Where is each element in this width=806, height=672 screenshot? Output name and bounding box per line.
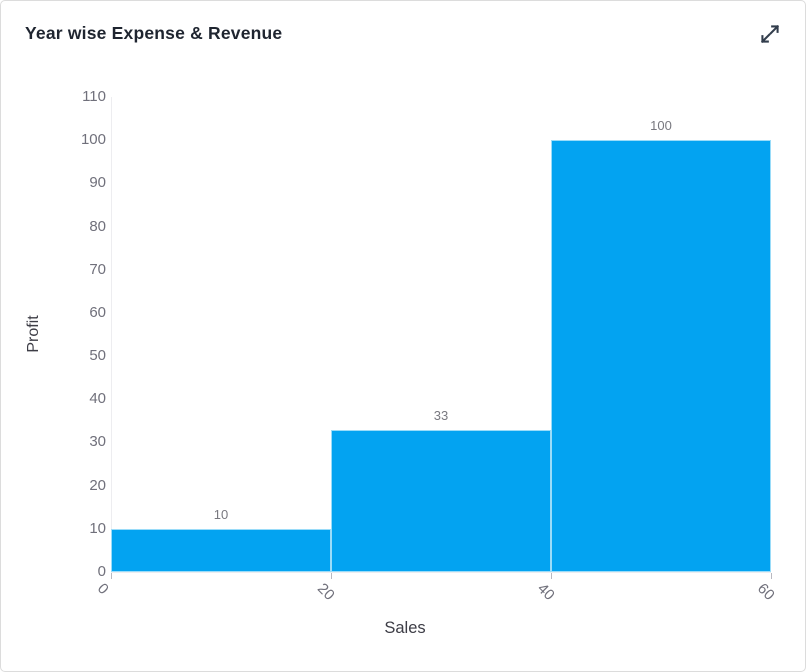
x-tick-mark [111,573,112,579]
x-tick-label: 60 [753,580,778,604]
bar[interactable] [111,528,331,572]
y-axis-line [111,97,112,572]
x-tick-mark [331,573,332,579]
y-tick-label: 30 [89,433,106,451]
bar[interactable] [331,429,551,572]
x-axis-line [111,572,771,573]
expand-arrows-icon [757,21,783,47]
x-tick-label: 20 [313,580,338,604]
y-tick-label: 100 [80,131,106,149]
x-axis-title: Sales [384,619,426,637]
bar-value-label: 10 [213,506,229,522]
y-tick-label: 80 [89,217,106,235]
x-tick-label: 40 [533,580,558,604]
y-tick-label: 10 [89,519,106,537]
y-tick-label: 90 [89,174,106,192]
bar-value-label: 33 [433,407,449,423]
chart-title: Year wise Expense & Revenue [25,23,283,43]
expand-button[interactable] [755,19,785,49]
bar-value-label: 100 [650,118,672,134]
bar[interactable] [551,140,771,572]
x-tick-label: 0 [93,580,112,598]
y-tick-label: 0 [97,563,106,580]
y-axis-title: Profit [25,315,42,353]
y-tick-label: 40 [89,390,106,408]
y-tick-label: 60 [89,303,106,321]
y-tick-label: 70 [89,260,106,278]
y-tick-label: 110 [82,88,106,105]
card-header: Year wise Expense & Revenue [1,1,805,61]
x-tick-mark [551,573,552,579]
y-tick-label: 50 [89,347,106,365]
x-tick-mark [771,573,772,579]
y-tick-label: 20 [89,476,106,494]
